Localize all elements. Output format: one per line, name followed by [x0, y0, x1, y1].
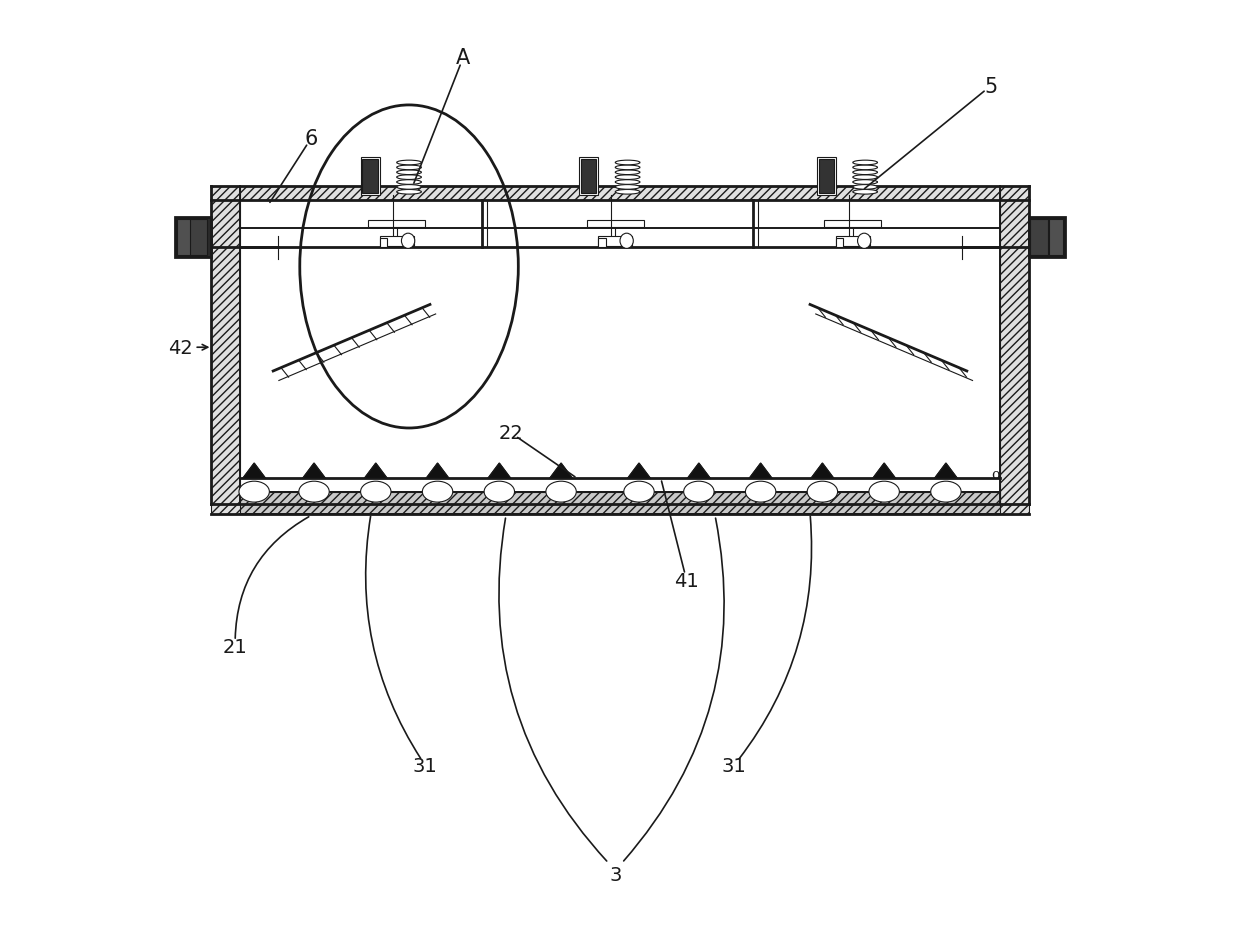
Polygon shape [627, 464, 651, 479]
Polygon shape [873, 464, 895, 479]
Polygon shape [549, 464, 573, 479]
Bar [368, 221, 425, 228]
Bar [587, 221, 644, 228]
Ellipse shape [397, 161, 422, 166]
Bar [836, 237, 870, 247]
Text: 41: 41 [675, 571, 699, 590]
Bar [361, 158, 379, 196]
Ellipse shape [361, 482, 391, 503]
Ellipse shape [615, 190, 640, 195]
Ellipse shape [853, 170, 878, 175]
Bar [1049, 220, 1063, 256]
Bar [177, 220, 191, 256]
Ellipse shape [853, 186, 878, 190]
Bar [836, 239, 843, 248]
Ellipse shape [745, 482, 776, 503]
Text: 31: 31 [413, 756, 438, 775]
Bar [817, 158, 836, 196]
Bar [239, 492, 1001, 514]
Text: 31: 31 [722, 756, 746, 775]
Bar [1029, 218, 1065, 258]
Text: 5: 5 [985, 77, 997, 97]
Bar [362, 160, 378, 194]
Bar [582, 160, 596, 194]
Text: o: o [991, 467, 999, 481]
Ellipse shape [620, 234, 634, 249]
Ellipse shape [615, 181, 640, 185]
Bar [175, 218, 211, 258]
Ellipse shape [423, 482, 453, 503]
Polygon shape [427, 464, 449, 479]
Text: 22: 22 [498, 424, 523, 443]
Bar [818, 160, 833, 194]
Polygon shape [811, 464, 833, 479]
Ellipse shape [397, 190, 422, 195]
Bar [598, 239, 606, 248]
Ellipse shape [853, 166, 878, 170]
Bar [211, 187, 239, 505]
Bar [1001, 187, 1029, 505]
Ellipse shape [397, 186, 422, 190]
Bar [598, 237, 632, 247]
Bar [579, 158, 598, 196]
Polygon shape [303, 464, 325, 479]
Ellipse shape [484, 482, 515, 503]
Ellipse shape [807, 482, 837, 503]
Text: 3: 3 [609, 865, 621, 884]
Bar [211, 505, 1029, 514]
Bar [379, 239, 387, 248]
Ellipse shape [402, 234, 414, 249]
Text: 21: 21 [223, 638, 248, 656]
Text: A: A [456, 49, 470, 69]
Ellipse shape [858, 234, 870, 249]
Ellipse shape [546, 482, 577, 503]
Polygon shape [687, 464, 711, 479]
Ellipse shape [683, 482, 714, 503]
Text: 6: 6 [305, 129, 317, 149]
Ellipse shape [615, 161, 640, 166]
Ellipse shape [869, 482, 899, 503]
Bar [379, 237, 414, 247]
Ellipse shape [615, 166, 640, 170]
Polygon shape [749, 464, 773, 479]
Ellipse shape [853, 181, 878, 185]
Polygon shape [365, 464, 387, 479]
Polygon shape [243, 464, 265, 479]
Ellipse shape [853, 161, 878, 166]
Ellipse shape [397, 175, 422, 180]
Polygon shape [487, 464, 511, 479]
Ellipse shape [615, 175, 640, 180]
Ellipse shape [624, 482, 655, 503]
Ellipse shape [299, 482, 330, 503]
Bar [825, 221, 882, 228]
Text: 42: 42 [167, 338, 192, 357]
Ellipse shape [615, 186, 640, 190]
Ellipse shape [397, 170, 422, 175]
Ellipse shape [615, 170, 640, 175]
Ellipse shape [397, 181, 422, 185]
Bar [211, 187, 1029, 201]
Ellipse shape [397, 166, 422, 170]
Ellipse shape [853, 175, 878, 180]
Polygon shape [935, 464, 957, 479]
Ellipse shape [853, 190, 878, 195]
Bar [190, 220, 207, 256]
Bar [1030, 220, 1048, 256]
Ellipse shape [239, 482, 269, 503]
Ellipse shape [931, 482, 961, 503]
